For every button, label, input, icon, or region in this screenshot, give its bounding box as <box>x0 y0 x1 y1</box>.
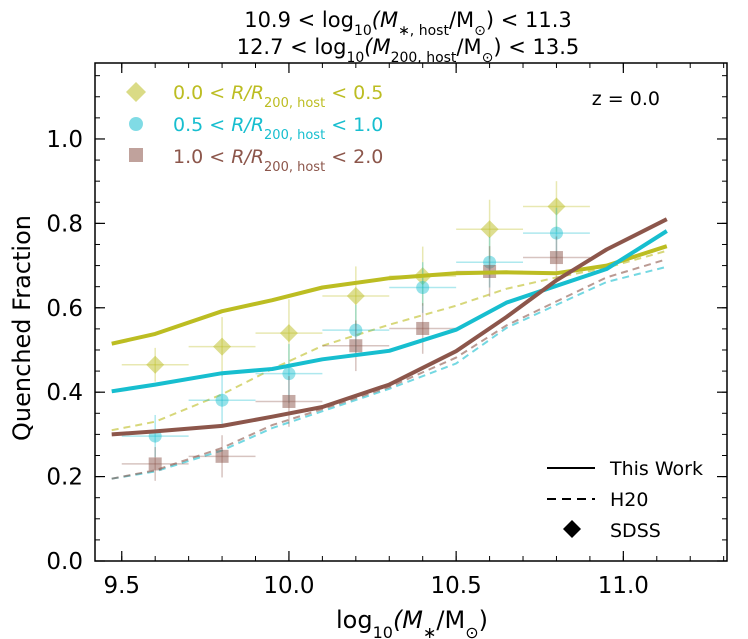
x-tick-label: 9.5 <box>103 573 140 599</box>
legend-diamond-marker <box>126 82 146 102</box>
legend-label-middle: 0.5 < R/R200, host < 1.0 <box>173 114 383 143</box>
y-tick-label: 0.0 <box>46 549 83 575</box>
legend-square-marker <box>129 148 143 162</box>
legend-label-outer: 1.0 < R/R200, host < 2.0 <box>173 146 383 175</box>
plot-area <box>111 181 668 481</box>
sdss-point-diamond <box>346 286 365 305</box>
legend-entry-outer: 1.0 < R/R200, host < 2.0 <box>129 146 383 175</box>
style-legend: This Work H20 SDSS <box>547 458 703 542</box>
x-axis-label: log10(M∗/M⊙) <box>336 606 488 639</box>
y-axis-label: Quenched Fraction <box>8 215 36 441</box>
sdss-point-square <box>148 457 162 471</box>
legend-entry-inner: 0.0 < R/R200, host < 0.5 <box>126 82 383 111</box>
sdss-point-diamond <box>279 324 298 343</box>
this-work-line-0 <box>111 244 668 346</box>
sdss-point-square <box>549 251 563 265</box>
y-tick-label: 0.8 <box>46 211 83 237</box>
legend-sdss-diamond <box>563 520 581 538</box>
sdss-point-square <box>215 449 229 463</box>
sdss-point-square <box>349 339 363 353</box>
sdss-point-diamond <box>213 337 232 356</box>
legend-label-h20: H20 <box>610 489 648 511</box>
y-tick-label: 1.0 <box>46 127 83 153</box>
chart-title-line1: 10.9 < log10(M∗, host/M⊙) < 11.3 <box>244 8 572 39</box>
legend-label-sdss: SDSS <box>610 520 661 542</box>
axis-ticks: 9.5 10.0 10.5 11.0 0.0 0.2 0.4 0.6 0.8 1.0 <box>46 63 727 599</box>
legend-label-this-work: This Work <box>609 458 703 480</box>
legend-label-inner: 0.0 < R/R200, host < 0.5 <box>173 82 383 111</box>
legend-circle-marker <box>129 117 143 131</box>
x-tick-label: 11.0 <box>598 573 649 599</box>
chart-title-line2: 12.7 < log10(M200, host/M⊙) < 13.5 <box>237 35 580 66</box>
h20-line-1 <box>111 265 668 480</box>
y-tick-label: 0.6 <box>46 296 83 322</box>
sdss-point-diamond <box>547 197 566 216</box>
sdss-point-square <box>282 394 296 408</box>
h20-line-2 <box>111 258 668 480</box>
plot-frame <box>94 62 728 562</box>
sdss-point-circle <box>349 323 363 337</box>
x-tick-label: 10.5 <box>431 573 482 599</box>
y-tick-label: 0.2 <box>46 465 83 491</box>
redshift-annotation: z = 0.0 <box>592 88 660 110</box>
sdss-point-circle <box>215 393 229 407</box>
sdss-point-circle <box>416 281 430 295</box>
this-work-line-1 <box>111 229 668 394</box>
legend-entry-middle: 0.5 < R/R200, host < 1.0 <box>129 114 383 143</box>
x-tick-label: 10.0 <box>263 573 314 599</box>
color-legend: 0.0 < R/R200, host < 0.5 0.5 < R/R200, h… <box>126 82 383 175</box>
this-work-line-2 <box>111 217 668 437</box>
sdss-point-circle <box>549 226 563 240</box>
sdss-point-diamond <box>146 355 165 374</box>
sdss-point-circle <box>282 367 296 381</box>
sdss-point-square <box>416 321 430 335</box>
y-tick-label: 0.4 <box>46 380 83 406</box>
sdss-point-diamond <box>480 220 499 239</box>
